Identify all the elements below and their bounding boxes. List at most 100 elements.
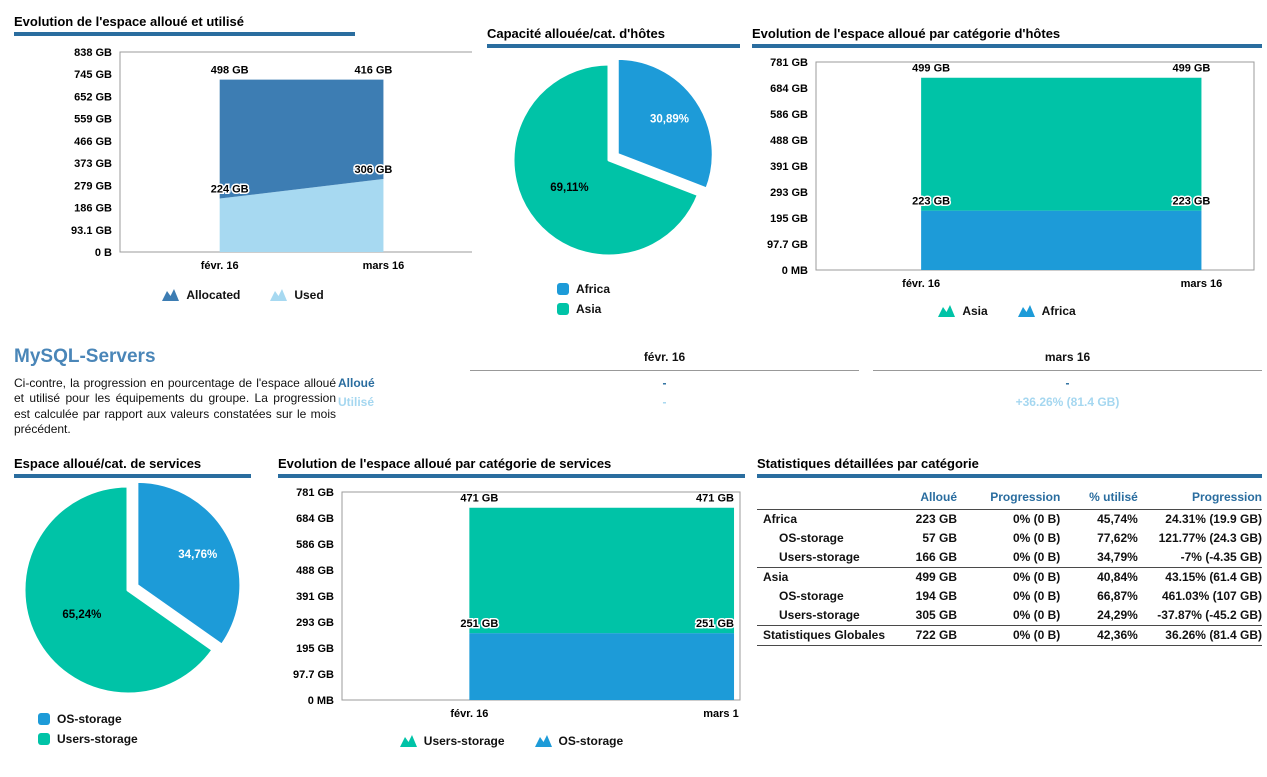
- pie-slice-OS-storage[interactable]: [135, 479, 243, 647]
- data-label: 251 GB: [460, 618, 498, 630]
- stats-cell: 499 GB: [899, 567, 958, 587]
- summary-col-gap: [859, 350, 873, 371]
- pie-data-label: 69,11%: [550, 182, 588, 194]
- services-pie-legend: OS-storage Users-storage: [38, 712, 254, 746]
- legend-label: OS-storage: [558, 734, 624, 748]
- area-series-marker-icon: [399, 735, 417, 747]
- stats-table-title: Statistiques détaillées par catégorie: [757, 456, 1262, 478]
- stats-cell: 0% (0 B): [1012, 531, 1061, 545]
- stats-cell: 166 GB: [915, 550, 958, 564]
- legend-item-Users-storage[interactable]: Users-storage: [399, 734, 505, 748]
- pie-slice-Africa[interactable]: [615, 56, 715, 191]
- stats-row-Users-storage: Users-storage 166 GB 0% (0 B) 34,79% -7% (-4…: [757, 548, 1262, 568]
- stats-row-Statistiques Globales: Statistiques Globales 722 GB 0% (0 B) 42,36…: [757, 625, 1262, 646]
- stats-cell: 461.03% (107 GB): [1161, 589, 1262, 603]
- pie-series-marker-icon: [38, 713, 50, 725]
- data-label: 416 GB: [354, 65, 392, 77]
- chart-hosts-pie-block: Capacité allouée/cat. d'hôtes 30,89% 69,1…: [487, 26, 740, 316]
- stats-row-label: Africa: [757, 509, 900, 529]
- legend-item-Africa[interactable]: Africa: [557, 282, 740, 296]
- chart-hosts-area-title: Evolution de l'espace alloué par catégor…: [752, 26, 1262, 48]
- stats-cell: 77,62%: [1097, 531, 1138, 545]
- y-axis-tick-label: 781 GB: [296, 487, 334, 499]
- y-axis-tick-label: 93.1 GB: [71, 225, 112, 237]
- stats-cell: 36.26% (81.4 GB): [1137, 625, 1262, 646]
- legend-item-OS-storage[interactable]: OS-storage: [38, 712, 254, 726]
- legend-item-Allocated[interactable]: Allocated: [162, 288, 240, 302]
- y-axis-tick-label: 0 MB: [782, 265, 808, 277]
- area-series-Allocated[interactable]: [219, 79, 384, 199]
- pie-slice-Asia[interactable]: [511, 62, 701, 258]
- title-underline: [14, 32, 355, 36]
- chart-services-pie-title: Espace alloué/cat. de services: [14, 456, 254, 478]
- area-series-marker-icon: [534, 735, 552, 747]
- legend-label: Africa: [1041, 304, 1076, 318]
- chart-alloc-used-block: Evolution de l'espace alloué et utilisé …: [14, 14, 472, 302]
- area-series-marker-icon: [938, 305, 956, 317]
- legend-item-Used[interactable]: Used: [270, 288, 324, 302]
- stats-cell: 223 GB: [899, 509, 958, 529]
- summary-value: -: [1065, 376, 1070, 390]
- pie-slice-Users-storage[interactable]: [22, 484, 215, 696]
- stats-cell: 43.15% (61.4 GB): [1137, 567, 1262, 587]
- legend-item-Africa[interactable]: Africa: [1017, 304, 1076, 318]
- area-series-marker-icon: [270, 289, 288, 301]
- area-series-Used[interactable]: [219, 178, 384, 252]
- data-label: 251 GB: [696, 618, 734, 630]
- stats-cell: 57 GB: [922, 531, 958, 545]
- stats-cell: 45,74%: [1060, 509, 1138, 529]
- hosts-area-legend: Asia Africa: [752, 304, 1262, 318]
- chart-alloc-used-title: Evolution de l'espace alloué et utilisé: [14, 14, 472, 36]
- pie-data-label: 34,76%: [178, 549, 217, 561]
- y-axis-tick-label: 0 MB: [308, 695, 334, 707]
- chart-services-pie-block: Espace alloué/cat. de services 34,76% 65,…: [14, 456, 254, 746]
- pie-series-marker-icon: [38, 733, 50, 745]
- summary-col-gap: [859, 390, 873, 409]
- stats-row-OS-storage: OS-storage 57 GB 0% (0 B) 77,62% 121.77% (24…: [757, 529, 1262, 548]
- x-axis-tick-label: févr. 16: [902, 278, 940, 290]
- legend-item-Asia[interactable]: Asia: [557, 302, 740, 316]
- title-underline: [752, 44, 1262, 48]
- area-series-Asia[interactable]: [921, 77, 1202, 211]
- stats-cell: 0% (0 B): [1012, 589, 1061, 603]
- legend-item-Users-storage[interactable]: Users-storage: [38, 732, 254, 746]
- chart-services-area-title: Evolution de l'espace alloué par catégor…: [278, 456, 745, 478]
- pie-series-marker-icon: [557, 303, 569, 315]
- legend-label: Used: [294, 288, 324, 302]
- stats-cell: 34,79%: [1097, 550, 1138, 564]
- stats-row-Africa: Africa 223 GB 0% (0 B) 45,74% 24.31% (19.9 G…: [757, 509, 1262, 529]
- y-axis-tick-label: 293 GB: [296, 617, 334, 629]
- hosts-pie-chart: 30,89% 69,11%: [511, 56, 715, 258]
- title-underline: [487, 44, 740, 48]
- alloc-used-legend: Allocated Used: [14, 288, 472, 302]
- stats-cell: 40,84%: [1060, 567, 1138, 587]
- area-series-Africa[interactable]: [921, 210, 1202, 270]
- legend-label: Asia: [962, 304, 988, 318]
- y-axis-tick-label: 279 GB: [74, 180, 112, 192]
- y-axis-tick-label: 186 GB: [74, 203, 112, 215]
- x-axis-tick-label: mars 16: [363, 260, 405, 272]
- y-axis-tick-label: 391 GB: [296, 591, 334, 603]
- group-description: Ci-contre, la progression en pourcentage…: [14, 376, 336, 437]
- legend-item-OS-storage[interactable]: OS-storage: [534, 734, 624, 748]
- legend-item-Asia[interactable]: Asia: [938, 304, 988, 318]
- services-pie-chart: 34,76% 65,24%: [22, 479, 243, 696]
- progression-summary-table: févr. 16 mars 16 Alloué - - Utilisé - +36.26% (…: [338, 350, 1262, 409]
- y-axis-tick-label: 745 GB: [74, 69, 112, 81]
- summary-col-header: févr. 16: [470, 350, 859, 371]
- stats-cell: 305 GB: [915, 608, 958, 622]
- title-underline: [757, 474, 1262, 478]
- legend-label: Users-storage: [423, 734, 505, 748]
- area-series-OS-storage[interactable]: [469, 633, 735, 700]
- stats-cell: 24,29%: [1097, 608, 1138, 622]
- stats-cell: 0% (0 B): [957, 509, 1061, 529]
- stats-row-label: Users-storage: [779, 608, 860, 622]
- stats-col-header: Progression: [1191, 490, 1262, 504]
- hosts-area-chart: 781 GB 684 GB 586 GB 488 GB 391 GB 293 GB 195 …: [767, 57, 1255, 290]
- y-axis-tick-label: 488 GB: [296, 565, 334, 577]
- stats-col-category: [757, 487, 899, 510]
- y-axis-tick-label: 684 GB: [296, 513, 334, 525]
- legend-label: Users-storage: [57, 732, 138, 746]
- data-label: 223 GB: [1172, 196, 1210, 208]
- area-series-Users-storage[interactable]: [469, 507, 735, 634]
